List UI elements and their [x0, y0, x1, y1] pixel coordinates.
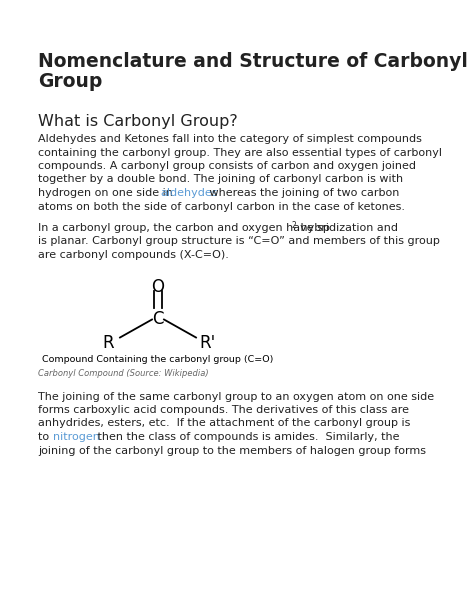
- Text: What is Carbonyl Group?: What is Carbonyl Group?: [38, 114, 238, 129]
- Text: Compound Containing the carbonyl group (C=O): Compound Containing the carbonyl group (…: [42, 356, 273, 365]
- Text: Carbonyl Compound (Source: Wikipedia): Carbonyl Compound (Source: Wikipedia): [38, 370, 209, 378]
- Text: to: to: [38, 432, 53, 442]
- Text: are carbonyl compounds (X-C=O).: are carbonyl compounds (X-C=O).: [38, 250, 229, 260]
- Text: then the class of compounds is amides.  Similarly, the: then the class of compounds is amides. S…: [94, 432, 400, 442]
- Text: hybridization and: hybridization and: [297, 223, 398, 233]
- Text: Group: Group: [38, 72, 102, 91]
- Text: C: C: [152, 310, 164, 327]
- Text: whereas the joining of two carbon: whereas the joining of two carbon: [206, 188, 399, 198]
- Text: In a carbonyl group, the carbon and oxygen have sp: In a carbonyl group, the carbon and oxyg…: [38, 223, 330, 233]
- Text: nitrogen: nitrogen: [53, 432, 100, 442]
- Text: anhydrides, esters, etc.  If the attachment of the carbonyl group is: anhydrides, esters, etc. If the attachme…: [38, 419, 410, 428]
- Text: 2: 2: [292, 221, 297, 230]
- Text: aldehydes: aldehydes: [160, 188, 218, 198]
- Text: together by a double bond. The joining of carbonyl carbon is with: together by a double bond. The joining o…: [38, 175, 403, 185]
- Text: R: R: [102, 335, 114, 352]
- Text: Nomenclature and Structure of Carbonyl: Nomenclature and Structure of Carbonyl: [38, 52, 468, 71]
- Text: containing the carbonyl group. They are also essential types of carbonyl: containing the carbonyl group. They are …: [38, 148, 442, 158]
- Text: atoms on both the side of carbonyl carbon in the case of ketones.: atoms on both the side of carbonyl carbo…: [38, 202, 405, 211]
- Text: The joining of the same carbonyl group to an oxygen atom on one side: The joining of the same carbonyl group t…: [38, 392, 434, 402]
- Text: joining of the carbonyl group to the members of halogen group forms: joining of the carbonyl group to the mem…: [38, 446, 426, 455]
- Text: Aldehydes and Ketones fall into the category of simplest compounds: Aldehydes and Ketones fall into the cate…: [38, 134, 422, 144]
- Text: R': R': [200, 335, 216, 352]
- Text: O: O: [152, 278, 164, 295]
- Text: compounds. A carbonyl group consists of carbon and oxygen joined: compounds. A carbonyl group consists of …: [38, 161, 416, 171]
- Text: is planar. Carbonyl group structure is “C=O” and members of this group: is planar. Carbonyl group structure is “…: [38, 237, 440, 246]
- Text: forms carboxylic acid compounds. The derivatives of this class are: forms carboxylic acid compounds. The der…: [38, 405, 409, 415]
- Text: hydrogen on one side in: hydrogen on one side in: [38, 188, 176, 198]
